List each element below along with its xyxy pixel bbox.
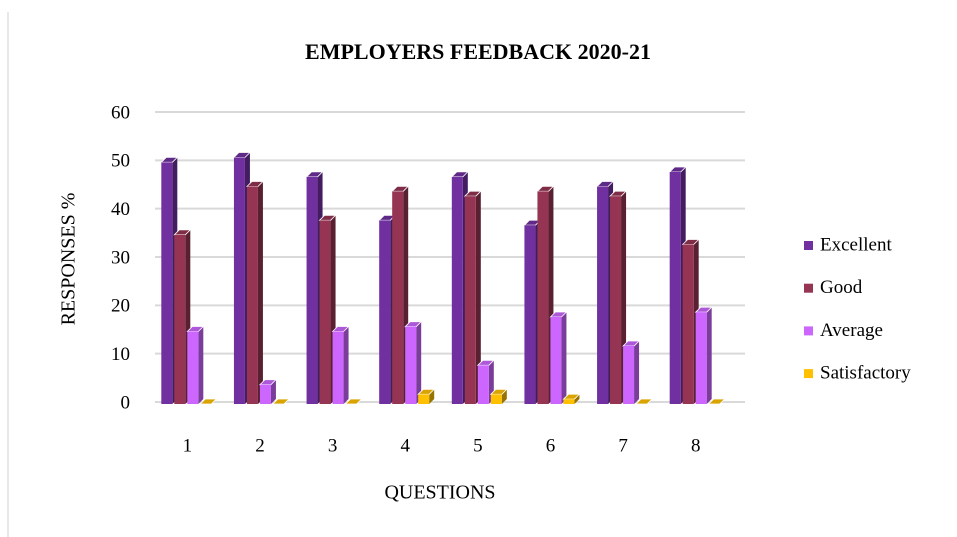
- bar-side: [416, 321, 422, 404]
- bar: [233, 157, 245, 404]
- x-tick-label: 6: [546, 435, 556, 456]
- bar: [524, 225, 536, 404]
- x-axis-label: QUESTIONS: [384, 482, 495, 504]
- bar: [477, 365, 489, 404]
- bar: [597, 186, 609, 404]
- legend-swatch: [804, 369, 813, 379]
- legend-swatch: [804, 241, 813, 250]
- bar: [161, 162, 173, 404]
- bar-side: [501, 389, 507, 404]
- legend-label: Satisfactory: [820, 362, 911, 383]
- bar-side: [198, 326, 204, 404]
- y-tick-label: 50: [111, 151, 130, 172]
- y-tick-label: 10: [111, 344, 130, 365]
- y-tick-label: 30: [111, 247, 130, 268]
- x-tick-label: 7: [618, 435, 628, 456]
- y-axis-label: RESPONSES %: [58, 193, 80, 326]
- x-tick-label: 3: [328, 435, 338, 456]
- y-tick-label: 60: [111, 102, 130, 123]
- bar: [306, 176, 318, 404]
- bar: [174, 234, 186, 404]
- bar-side: [475, 191, 481, 404]
- bar: [319, 220, 331, 404]
- bar: [610, 196, 622, 404]
- x-tick-label: 1: [183, 435, 193, 456]
- bar: [451, 176, 463, 404]
- legend-label: Good: [820, 277, 863, 298]
- bar: [392, 191, 404, 404]
- bar-side: [429, 389, 435, 404]
- bar: [259, 384, 271, 404]
- bar: [563, 399, 575, 404]
- bar-side: [257, 181, 263, 404]
- bar-side: [634, 341, 640, 404]
- x-tick-label: 5: [473, 435, 483, 456]
- legend-label: Excellent: [820, 234, 892, 255]
- bar: [490, 394, 502, 404]
- legend-label: Average: [820, 320, 883, 341]
- x-tick-label: 2: [255, 435, 265, 456]
- x-tick-label: 4: [400, 435, 410, 456]
- legend-swatch: [804, 283, 813, 293]
- bar: [695, 312, 707, 404]
- bar: [418, 394, 430, 404]
- bar: [550, 317, 562, 404]
- y-tick-label: 20: [111, 296, 130, 317]
- y-tick-label: 0: [121, 392, 131, 413]
- bar: [623, 346, 635, 404]
- bar-side: [561, 312, 567, 404]
- bar: [187, 331, 199, 404]
- legend-swatch: [804, 326, 813, 336]
- bar-side: [574, 394, 580, 404]
- bar: [669, 172, 681, 404]
- bar: [405, 326, 417, 404]
- bar: [682, 244, 694, 404]
- chart-title: EMPLOYERS FEEDBACK 2020-21: [305, 39, 651, 64]
- bar: [332, 331, 344, 404]
- bar-side: [343, 326, 349, 404]
- y-tick-label: 40: [111, 199, 130, 220]
- bar-side: [270, 379, 276, 404]
- bar: [537, 191, 549, 404]
- x-tick-label: 8: [691, 435, 701, 456]
- bar: [379, 220, 391, 404]
- bar: [246, 186, 258, 404]
- bar-side: [706, 307, 712, 404]
- bar: [464, 196, 476, 404]
